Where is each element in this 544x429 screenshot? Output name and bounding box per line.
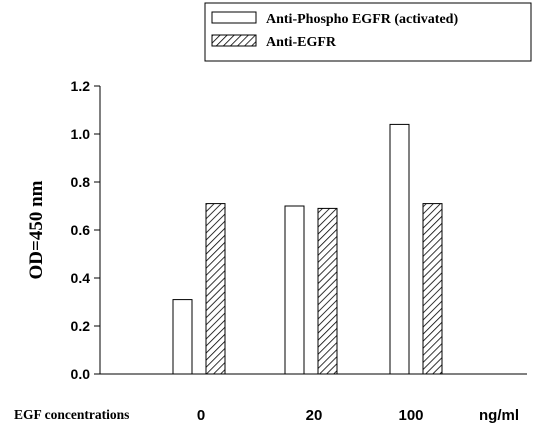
- y-tick-label: 0.8: [71, 174, 91, 190]
- x-tick-labels: 0 20 100: [197, 407, 424, 424]
- bar-phospho-egfr-100: [389, 123, 410, 375]
- x-tick-label-20: 20: [306, 407, 323, 424]
- legend-swatch-egfr: [211, 34, 257, 47]
- x-tick-label-100: 100: [398, 407, 423, 424]
- y-tick-label: 0.6: [71, 222, 91, 238]
- bars: [172, 123, 443, 375]
- bar-egfr-20: [317, 207, 338, 375]
- bar-phospho-egfr-0: [172, 299, 193, 375]
- bar-phospho-egfr-20: [284, 205, 305, 375]
- legend: Anti-Phospho EGFR (activated) Anti-EGFR: [204, 2, 532, 62]
- legend-label-egfr: Anti-EGFR: [266, 35, 337, 50]
- y-tick-label: 1.2: [71, 78, 91, 94]
- x-tick-label-0: 0: [197, 407, 205, 424]
- bar-egfr-0: [205, 203, 226, 375]
- y-axis-label: OD=450 nm: [26, 180, 47, 279]
- legend-label-phospho: Anti-Phospho EGFR (activated): [266, 12, 458, 27]
- legend-swatch-phospho: [211, 11, 257, 24]
- y-tick-label: 1.0: [71, 126, 91, 142]
- y-tick-label: 0.0: [71, 366, 91, 382]
- x-unit-label: ng/ml: [479, 407, 519, 424]
- legend-box: [204, 2, 532, 62]
- x-axis-label: EGF concentrations: [14, 407, 129, 422]
- y-tick-label: 0.4: [71, 270, 91, 286]
- y-tick-label: 0.2: [71, 318, 91, 334]
- bar-egfr-100: [422, 203, 443, 375]
- y-ticks: 0.0 0.2 0.4 0.6 0.8 1.0 1.2: [71, 78, 100, 382]
